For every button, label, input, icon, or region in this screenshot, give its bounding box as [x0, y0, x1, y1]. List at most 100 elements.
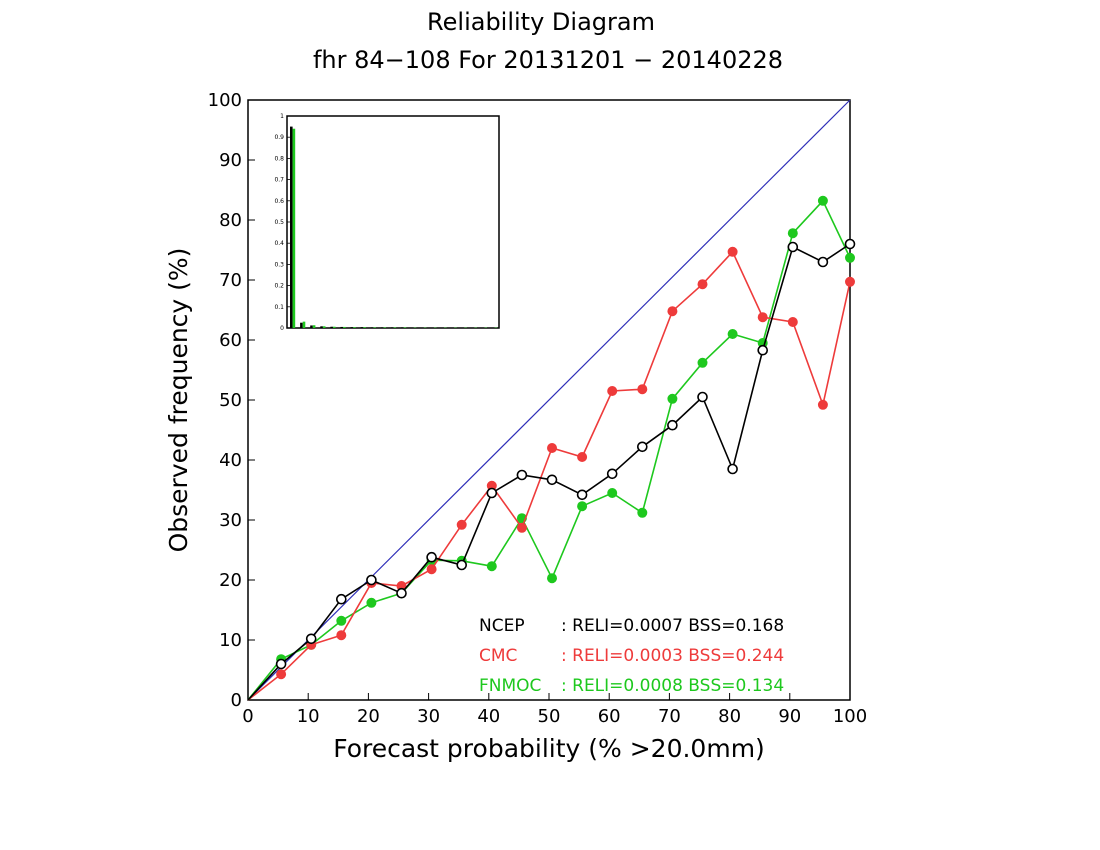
data-point-cmc — [845, 276, 855, 287]
inset-bar-fnmoc — [383, 327, 387, 328]
x-tick-label: 10 — [297, 706, 320, 727]
inset-y-tick-label: 1 — [280, 113, 284, 120]
inset-bar-ncep — [330, 326, 333, 328]
inset-bar-ncep — [370, 327, 374, 328]
y-tick-label: 0 — [231, 690, 242, 711]
plot-area: 0 10 20 30 40 50 60 70 80 90 100010203040506070809… — [208, 90, 868, 727]
data-point-fnmoc — [577, 501, 588, 512]
x-tick-label: 40 — [477, 706, 500, 727]
inset-bar-fnmoc — [373, 327, 376, 328]
data-point-ncep — [844, 238, 856, 250]
data-point-ncep — [817, 256, 829, 268]
data-point-ncep — [486, 487, 498, 499]
inset-bar-fnmoc — [353, 327, 356, 328]
data-point-fnmoc — [787, 228, 798, 239]
y-tick-label: 90 — [219, 150, 242, 171]
data-point-cmc — [757, 312, 768, 323]
y-tick-label: 80 — [219, 210, 242, 231]
data-point-fnmoc — [845, 252, 855, 263]
data-point-fnmoc — [637, 507, 648, 518]
inset-bar-fnmoc — [393, 327, 397, 328]
y-tick-label: 100 — [208, 90, 242, 111]
x-tick-label: 50 — [538, 706, 561, 727]
data-point-cmc — [607, 386, 618, 396]
data-point-fnmoc — [667, 393, 678, 404]
inset-bar-fnmoc — [322, 326, 326, 328]
data-point-cmc — [456, 519, 467, 530]
y-tick-label: 20 — [219, 570, 242, 591]
legend-stats-cmc: : RELI=0.0003 BSS=0.244 — [561, 646, 784, 666]
inset-y-tick-label: 0.4 — [274, 240, 284, 247]
data-point-cmc — [637, 384, 648, 395]
data-point-ncep — [426, 551, 437, 563]
data-point-ncep — [456, 559, 468, 571]
data-point-ncep — [667, 419, 678, 431]
y-axis-label: Observed frequency (%) — [164, 248, 193, 553]
x-tick-label: 100 — [833, 706, 867, 727]
data-point-ncep — [757, 344, 769, 356]
inset-y-tick-label: 0.3 — [274, 261, 284, 268]
inset-bar-ncep — [390, 327, 394, 328]
inset-bar-ncep — [340, 326, 344, 328]
x-tick-label: 70 — [658, 706, 681, 727]
y-tick-label: 40 — [219, 450, 242, 471]
inset-bar-fnmoc — [332, 326, 336, 328]
data-point-cmc — [577, 452, 588, 462]
x-tick-label: 0 — [242, 706, 253, 727]
x-tick-label: 90 — [778, 706, 801, 727]
data-point-fnmoc — [547, 573, 558, 584]
data-point-fnmoc — [727, 329, 738, 339]
data-point-fnmoc — [336, 615, 347, 626]
inset-bar-fnmoc — [302, 321, 306, 328]
legend: NCEP : RELI=0.0007 BSS=0.168 CMC : RELI=0.0… — [479, 616, 784, 696]
data-point-cmc — [276, 669, 287, 680]
data-point-fnmoc — [697, 357, 708, 368]
data-point-cmc — [787, 317, 798, 327]
inset-bar-ncep — [320, 326, 323, 328]
data-point-ncep — [275, 658, 287, 670]
inset-histogram: 0 0.1 0.2 0.3 0.4 0.5 0.6 0.7 0.8 0.9 1 — [274, 113, 500, 332]
data-point-cmc — [336, 630, 347, 641]
y-tick-label: 10 — [219, 630, 242, 651]
inset-bar-fnmoc — [343, 326, 346, 328]
data-point-ncep — [305, 633, 317, 645]
inset-bar-ncep — [310, 325, 313, 328]
chart-subtitle: fhr 84−108 For 20131201 − 20140228 — [313, 46, 783, 74]
data-point-ncep — [576, 489, 588, 501]
data-point-ncep — [516, 469, 528, 481]
data-point-cmc — [516, 522, 527, 533]
data-point-fnmoc — [486, 561, 497, 572]
data-point-ncep — [787, 241, 799, 253]
inset-y-tick-label: 0.7 — [274, 177, 284, 184]
perfect-reliability-line — [247, 99, 851, 701]
legend-stats-fnmoc: : RELI=0.0008 BSS=0.134 — [561, 676, 784, 696]
data-point-cmc — [697, 279, 708, 290]
inset-y-tick-label: 0.8 — [274, 155, 284, 162]
legend-name-cmc: CMC — [479, 646, 517, 666]
data-point-ncep — [546, 474, 558, 486]
data-point-fnmoc — [817, 195, 828, 206]
data-point-cmc — [817, 399, 828, 410]
x-tick-label: 30 — [417, 706, 440, 727]
x-tick-label: 80 — [718, 706, 741, 727]
inset-y-tick-label: 0 — [280, 325, 284, 332]
data-point-cmc — [727, 246, 738, 257]
inset-bar-ncep — [350, 327, 354, 328]
inset-y-tick-label: 0.9 — [274, 134, 284, 141]
legend-stats-ncep: : RELI=0.0007 BSS=0.168 — [561, 616, 784, 636]
inset-bar-fnmoc — [312, 325, 316, 328]
x-tick-label: 20 — [357, 706, 380, 727]
legend-name-fnmoc: FNMOC — [479, 676, 541, 696]
y-tick-label: 70 — [219, 270, 242, 291]
x-tick-label: 60 — [598, 706, 621, 727]
chart-title: Reliability Diagram — [427, 8, 655, 36]
data-point-ncep — [637, 441, 648, 453]
y-tick-label: 60 — [219, 330, 242, 351]
data-point-ncep — [396, 587, 407, 599]
legend-name-ncep: NCEP — [479, 616, 525, 636]
inset-y-tick-label: 0.2 — [274, 283, 284, 290]
inset-bar-ncep — [300, 322, 303, 328]
inset-bar-ncep — [360, 327, 364, 328]
inset-bar-fnmoc — [292, 128, 296, 328]
